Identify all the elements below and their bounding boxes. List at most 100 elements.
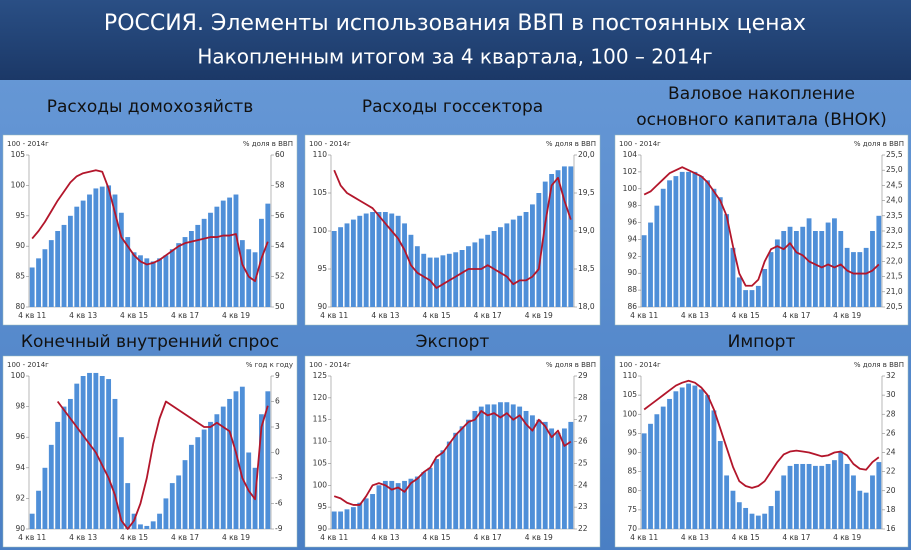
bar bbox=[755, 285, 761, 307]
y-tick-label: 88 bbox=[627, 285, 637, 294]
bar bbox=[106, 185, 112, 307]
line bbox=[643, 379, 880, 489]
y-tick-label: 96 bbox=[15, 432, 25, 441]
bar bbox=[370, 212, 375, 307]
bar bbox=[686, 383, 691, 529]
bar bbox=[87, 194, 92, 307]
bar bbox=[555, 170, 561, 307]
y2-tick-label: 0 bbox=[275, 448, 280, 457]
y2-tick-label: 22 bbox=[578, 524, 588, 533]
bar bbox=[331, 511, 337, 529]
x-tick-label: 4 кв 13 bbox=[371, 311, 399, 320]
bar bbox=[99, 376, 105, 529]
bar bbox=[446, 441, 452, 529]
bar bbox=[806, 218, 812, 307]
y2-tick-label: 18,0 bbox=[578, 302, 595, 311]
x-tick-label: 4 кв 11 bbox=[630, 533, 658, 542]
bar bbox=[48, 444, 54, 529]
bar bbox=[344, 509, 350, 529]
y2-tick-label: 23,0 bbox=[886, 226, 903, 235]
y-tick-label: 100 bbox=[623, 409, 638, 418]
y-tick-label: 75 bbox=[627, 505, 637, 514]
bar bbox=[188, 444, 194, 529]
bar bbox=[793, 463, 799, 529]
bar bbox=[169, 249, 175, 307]
bar bbox=[542, 181, 548, 307]
bar bbox=[395, 483, 401, 529]
bar bbox=[679, 387, 685, 529]
y2-tick-label: 24 bbox=[886, 448, 896, 457]
bar bbox=[762, 513, 768, 529]
y2-tick-label: 24,0 bbox=[886, 196, 903, 205]
panel-title: Конечный внутренний спрос bbox=[21, 332, 279, 352]
bar bbox=[523, 410, 529, 529]
bar bbox=[389, 213, 395, 307]
y-tick-label: 98 bbox=[627, 201, 637, 210]
bar bbox=[29, 267, 35, 307]
bar bbox=[220, 200, 226, 307]
y-tick-label: 100 bbox=[313, 480, 328, 489]
bar bbox=[730, 490, 736, 529]
bar bbox=[214, 414, 220, 529]
bar bbox=[736, 277, 742, 307]
bar bbox=[536, 193, 542, 307]
bar bbox=[660, 406, 666, 529]
bar bbox=[568, 166, 574, 307]
line bbox=[333, 169, 572, 289]
bar bbox=[453, 252, 459, 307]
y-tick-label: 96 bbox=[627, 218, 637, 227]
bar bbox=[74, 383, 80, 529]
bar bbox=[414, 246, 420, 307]
header-subtitle: Накопленным итогом за 4 квартала, 100 – … bbox=[197, 45, 712, 69]
bar bbox=[106, 379, 112, 529]
bar bbox=[504, 402, 510, 529]
y-tick-label: 110 bbox=[313, 150, 328, 159]
x-tick-label: 4 кв 19 bbox=[833, 533, 861, 542]
panel-title: основного капитала (ВНОК) bbox=[636, 110, 887, 130]
bar bbox=[870, 475, 875, 529]
bar bbox=[705, 180, 711, 307]
bar bbox=[434, 257, 439, 307]
y-tick-label: 95 bbox=[15, 211, 25, 220]
bar bbox=[220, 406, 226, 529]
bar bbox=[259, 218, 264, 307]
bar bbox=[863, 492, 869, 529]
y2-tick-label: 30 bbox=[886, 390, 896, 399]
y2-tick-label: 58 bbox=[275, 180, 285, 189]
panel-title: Расходы домохозяйств bbox=[47, 97, 253, 117]
bar bbox=[382, 212, 388, 307]
bar bbox=[832, 218, 837, 307]
bar bbox=[402, 223, 407, 307]
y-tick-label: 86 bbox=[627, 302, 637, 311]
bar bbox=[112, 398, 118, 529]
y-axis-label: 100 - 2014г bbox=[619, 361, 661, 369]
x-tick-label: 4 кв 13 bbox=[681, 311, 709, 320]
bar bbox=[698, 176, 704, 307]
y2-tick-label: 21,5 bbox=[886, 272, 903, 281]
y2-tick-label: 24 bbox=[578, 480, 588, 489]
bar bbox=[233, 391, 239, 529]
y2-tick-label: 25,5 bbox=[886, 150, 903, 159]
bar bbox=[768, 506, 774, 529]
bar bbox=[812, 465, 818, 529]
bar bbox=[498, 227, 503, 307]
y-tick-label: 110 bbox=[313, 437, 328, 446]
y-tick-label: 95 bbox=[627, 428, 637, 437]
bar bbox=[157, 258, 162, 307]
y2-tick-label: 60 bbox=[275, 150, 285, 159]
y-tick-label: 94 bbox=[15, 463, 25, 472]
bar bbox=[265, 391, 271, 529]
bar bbox=[730, 247, 736, 307]
bar bbox=[55, 231, 61, 307]
bar bbox=[227, 197, 233, 307]
bar bbox=[36, 258, 41, 307]
bar bbox=[749, 290, 755, 307]
bar bbox=[806, 463, 812, 529]
y-tick-label: 92 bbox=[627, 251, 637, 260]
panel-title: Импорт bbox=[728, 332, 796, 352]
bar bbox=[459, 250, 465, 307]
y-tick-label: 100 bbox=[11, 180, 26, 189]
panel-title: Экспорт bbox=[416, 332, 490, 352]
bar bbox=[844, 463, 850, 529]
y2-tick-label: 26 bbox=[886, 428, 896, 437]
